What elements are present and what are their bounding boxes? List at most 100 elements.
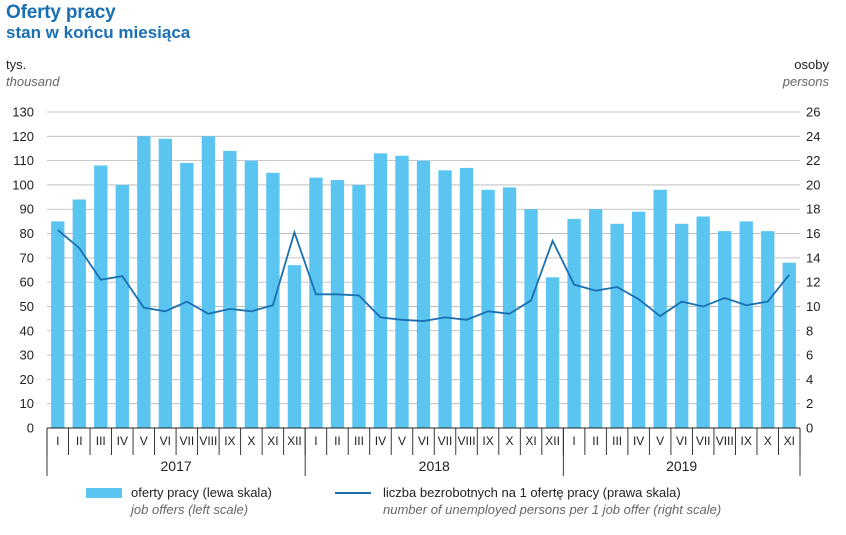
right-unit-pl: osoby (794, 57, 829, 72)
year-label: 2017 (161, 458, 192, 474)
bar (481, 189, 495, 428)
month-label: IV (633, 434, 644, 448)
bar (223, 150, 237, 428)
month-label: IV (117, 434, 128, 448)
right-tick-label: 20 (806, 177, 820, 192)
bar (137, 136, 151, 429)
x-axis: I II III IV V VI VII VIII IX X XI XII I II III IV V VI VII… (46, 427, 801, 476)
right-tick-label: 14 (806, 250, 820, 265)
legend-line-swatch (335, 492, 371, 494)
legend-bars-label-pl: oferty pracy (lewa skala) (131, 485, 272, 500)
left-tick-label: 50 (20, 299, 34, 314)
ratio-line (57, 229, 790, 322)
month-label: V (140, 434, 148, 448)
bar (653, 189, 667, 428)
right-tick-label: 6 (806, 348, 813, 363)
month-label: XI (784, 434, 795, 448)
month-label: XI (267, 434, 278, 448)
legend-line-label-pl: liczba bezrobotnych na 1 ofertę pracy (p… (383, 485, 681, 500)
bar (266, 172, 280, 428)
left-tick-label: 20 (20, 372, 34, 387)
month-label: IV (375, 434, 386, 448)
month-label: VI (418, 434, 429, 448)
month-label: III (96, 434, 106, 448)
bar (718, 231, 732, 428)
left-tick-label: 100 (12, 177, 34, 192)
right-tick-label: 22 (806, 153, 820, 168)
bar (201, 136, 216, 429)
left-tick-label: 60 (20, 275, 34, 290)
bar (94, 165, 108, 428)
month-label: VIII (199, 434, 217, 448)
bar (72, 199, 86, 428)
chart-subtitle: stan w końcu miesiąca (6, 23, 191, 42)
month-label: VIII (716, 434, 734, 448)
year-label: 2018 (419, 458, 450, 474)
bar (567, 218, 581, 428)
bar (610, 223, 624, 428)
bar (524, 209, 538, 428)
left-tick-label: 90 (20, 202, 34, 217)
right-tick-label: 0 (806, 421, 813, 436)
month-label: IX (224, 434, 235, 448)
right-tick-label: 16 (806, 226, 820, 241)
month-label: V (656, 434, 664, 448)
legend-line: liczba bezrobotnych na 1 ofertę pracy (p… (383, 484, 721, 518)
legend-bars-swatch (86, 488, 122, 498)
bar (502, 187, 517, 428)
month-label: XII (545, 434, 560, 448)
right-tick-label: 12 (806, 275, 820, 290)
right-tick-label: 26 (806, 105, 820, 120)
month-label: IX (482, 434, 493, 448)
legend-bars: oferty pracy (lewa skala) job offers (le… (131, 484, 272, 518)
bar (782, 262, 796, 428)
month-label: V (398, 434, 406, 448)
bar (115, 184, 129, 428)
month-label: II (592, 434, 599, 448)
bar-series (51, 136, 796, 429)
bar (696, 216, 710, 428)
year-label: 2019 (666, 458, 697, 474)
chart-title: Oferty pracy (6, 2, 116, 23)
legend-bars-label-en: job offers (left scale) (131, 502, 249, 517)
right-tick-label: 4 (806, 372, 813, 387)
month-label: VII (438, 434, 453, 448)
bar (352, 184, 366, 428)
bar (158, 138, 172, 428)
left-tick-label: 70 (20, 250, 34, 265)
bar (309, 177, 323, 428)
bar (438, 170, 452, 429)
bar (675, 223, 689, 428)
month-label: III (354, 434, 364, 448)
left-axis-ticks: 0 10 20 30 40 50 60 70 80 90 100 110 120 130 (12, 105, 34, 436)
month-label: II (76, 434, 83, 448)
left-tick-label: 80 (20, 226, 34, 241)
bar (545, 277, 560, 428)
month-label: II (334, 434, 341, 448)
right-tick-label: 24 (806, 129, 820, 144)
left-tick-label: 110 (13, 153, 34, 168)
bar (761, 231, 775, 428)
left-tick-label: 30 (20, 348, 34, 363)
month-label: VII (180, 434, 195, 448)
left-tick-label: 40 (20, 323, 34, 338)
bar (631, 211, 646, 428)
left-tick-label: 0 (27, 421, 34, 436)
month-label: III (612, 434, 622, 448)
right-tick-label: 18 (806, 202, 820, 217)
left-unit-en: thousand (6, 74, 60, 89)
month-label: I (314, 434, 317, 448)
left-unit-pl: tys. (6, 57, 27, 72)
bar (373, 153, 388, 429)
right-tick-label: 2 (806, 396, 813, 411)
left-tick-label: 120 (12, 129, 34, 144)
month-label: IX (741, 434, 752, 448)
bar (416, 160, 431, 428)
month-label: VII (696, 434, 711, 448)
bar (588, 209, 603, 428)
month-label: I (572, 434, 575, 448)
left-tick-label: 10 (20, 396, 34, 411)
right-tick-label: 8 (806, 323, 813, 338)
